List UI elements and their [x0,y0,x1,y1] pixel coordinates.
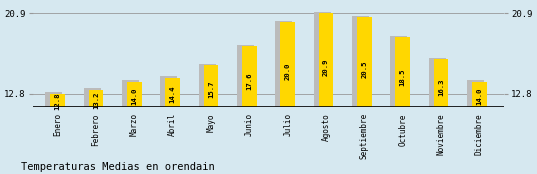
Bar [237,45,254,107]
Bar [472,82,487,107]
Bar [89,90,103,107]
Bar [429,58,446,107]
Bar [242,46,257,107]
Bar [467,80,484,107]
Text: 13.2: 13.2 [93,91,99,109]
Bar [390,36,408,107]
Text: 20.5: 20.5 [361,60,367,78]
Bar [161,77,177,107]
Bar [395,37,410,107]
Text: 17.6: 17.6 [246,73,252,90]
Bar [275,21,292,107]
Bar [127,82,142,107]
Bar [352,16,369,107]
Text: 14.0: 14.0 [131,88,137,105]
Bar [434,59,448,107]
Bar [357,17,372,107]
Bar [84,88,100,107]
Bar [280,22,295,107]
Bar [199,64,215,107]
Bar [319,13,333,107]
Text: Temperaturas Medias en orendain: Temperaturas Medias en orendain [21,162,215,172]
Text: 14.4: 14.4 [170,86,176,104]
Bar [122,80,139,107]
Bar [50,94,65,107]
Text: 15.7: 15.7 [208,81,214,98]
Bar [45,92,62,107]
Bar [204,65,218,107]
Bar [165,78,180,107]
Text: 12.8: 12.8 [55,93,61,110]
Text: 20.9: 20.9 [323,59,329,76]
Text: 16.3: 16.3 [438,78,444,96]
Bar [314,12,331,107]
Text: 14.0: 14.0 [476,88,482,105]
Text: 18.5: 18.5 [400,69,406,86]
Text: 20.0: 20.0 [285,62,291,80]
